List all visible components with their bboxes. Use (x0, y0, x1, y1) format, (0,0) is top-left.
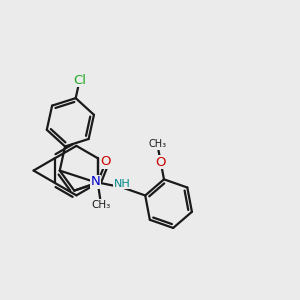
Text: Cl: Cl (73, 74, 86, 86)
Text: CH₃: CH₃ (91, 200, 111, 210)
Text: CH₃: CH₃ (148, 139, 166, 149)
Text: O: O (100, 155, 111, 168)
Text: N: N (91, 175, 100, 188)
Text: O: O (155, 156, 166, 169)
Text: NH: NH (113, 179, 130, 189)
